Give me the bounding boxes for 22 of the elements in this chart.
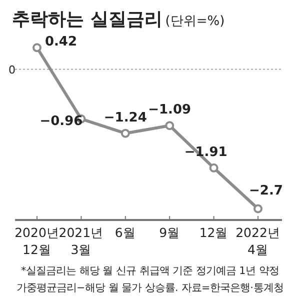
x-tick-label: 2022년 4월 xyxy=(236,225,280,257)
ref-line-label: 0 xyxy=(8,63,16,76)
point xyxy=(32,43,42,52)
chart-title: 추락하는 실질금리 xyxy=(12,9,162,30)
x-tick-label: 12월 xyxy=(199,225,228,240)
text: 가중평균금리−해당 월 물가 상승률. 자료=한국은행·통계청 xyxy=(16,282,284,294)
x-tick-label: 2021년 3월 xyxy=(58,225,104,257)
x-tick-label: 2020년 12월 xyxy=(14,225,60,257)
data-label: −1.91 xyxy=(184,144,228,160)
point xyxy=(209,163,218,172)
x-tick-label: 9월 xyxy=(159,225,180,240)
data-label: −1.24 xyxy=(104,110,147,126)
chart-subtitle: (단위=%) xyxy=(165,14,225,29)
data-label: 0.42 xyxy=(44,34,78,50)
data-label: −0.96 xyxy=(40,114,83,129)
x-tick-label: 6월 xyxy=(114,225,136,240)
point xyxy=(120,128,130,138)
text: *실질금리는 해당 월 신규 취급액 기준 정기예금 1년 약정 xyxy=(21,265,279,277)
point xyxy=(254,204,262,214)
data-label: −1.09 xyxy=(148,102,192,118)
data-label: −2.7 xyxy=(249,184,283,199)
point xyxy=(165,121,174,130)
